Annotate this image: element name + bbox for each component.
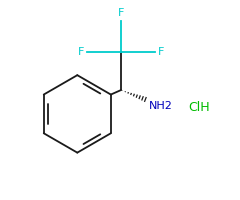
- Text: F: F: [78, 47, 84, 57]
- Text: ClH: ClH: [189, 101, 210, 114]
- Text: F: F: [158, 47, 164, 57]
- Text: NH2: NH2: [149, 101, 173, 111]
- Text: F: F: [118, 8, 124, 18]
